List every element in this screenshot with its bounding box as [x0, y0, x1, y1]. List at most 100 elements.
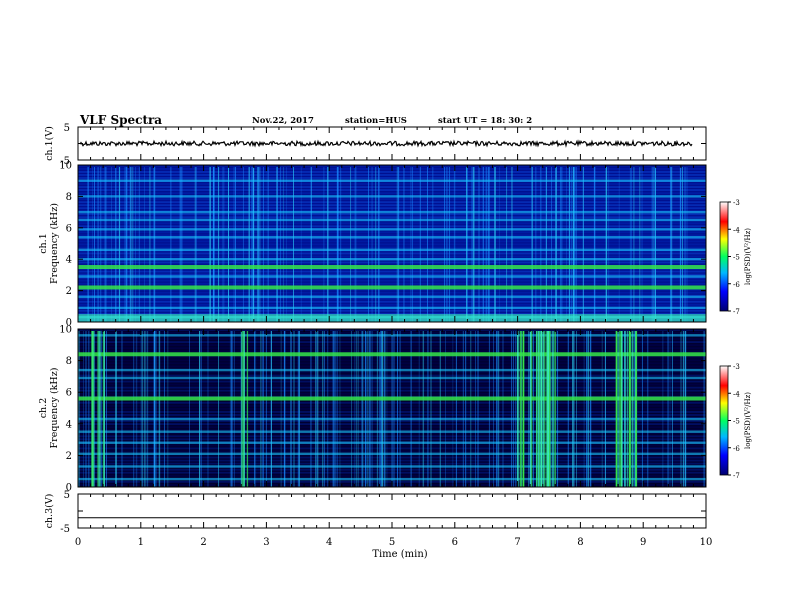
y-tick-label: 5 [64, 123, 70, 134]
noise-row [78, 204, 706, 207]
waveform-trace [79, 139, 693, 148]
x-tick-label: 3 [263, 537, 269, 548]
frequency-band [78, 275, 706, 278]
x-tick-label: 9 [640, 537, 646, 548]
colorbar-tick-label: -7 [733, 472, 740, 480]
frequency-band [78, 306, 706, 310]
noise-row [78, 261, 706, 264]
y-tick-label: 2 [66, 451, 72, 462]
y-axis-label: ch.1 [38, 233, 49, 254]
colorbar-label: log(PSD)(V²/Hz) [744, 228, 752, 285]
noise-row [78, 246, 706, 249]
frequency-band [78, 265, 706, 270]
noise-row [78, 374, 706, 377]
noise-row [78, 420, 706, 422]
noise-row [78, 279, 706, 282]
colorbar-tick-label: -4 [733, 390, 740, 398]
y-tick-label: -5 [60, 156, 70, 167]
frequency-band [78, 236, 706, 239]
x-tick-label: 8 [577, 537, 583, 548]
date-label: Nov.22, 2017 [252, 116, 314, 126]
y-tick-label: 6 [66, 223, 72, 234]
y-tick-label: 6 [66, 388, 72, 399]
station-label: station=HUS [345, 116, 407, 126]
figure-title: VLF Spectra [80, 113, 163, 127]
frequency-band [78, 285, 706, 290]
frequency-band [78, 352, 706, 357]
noise-row [78, 429, 706, 432]
noise-row [78, 303, 706, 306]
noise-row [78, 362, 706, 365]
frequency-band [78, 228, 706, 231]
noise-row [78, 414, 706, 416]
noise-row [78, 344, 706, 347]
noise-row [78, 426, 706, 429]
colorbar-tick-label: -5 [733, 418, 740, 426]
noise-row [78, 444, 706, 447]
frequency-band [78, 334, 706, 337]
noise-row [78, 288, 706, 291]
noise-row [78, 255, 706, 258]
frequency-band [78, 210, 706, 214]
noise-row [78, 471, 706, 474]
noise-row [78, 462, 706, 465]
colorbar-tick-label: -4 [733, 226, 740, 234]
noise-row [78, 252, 706, 255]
x-tick-label: 7 [514, 537, 520, 548]
noise-row [78, 365, 706, 368]
frequency-band [78, 368, 706, 372]
x-tick-label: 10 [700, 537, 713, 548]
noise-row [78, 231, 706, 234]
noise-row [78, 216, 706, 219]
y-axis-label: Frequency (kHz) [49, 203, 60, 284]
noise-row [78, 359, 706, 362]
noise-row [78, 432, 706, 435]
noise-row [78, 225, 706, 228]
noise-row [78, 408, 706, 410]
noise-row [78, 341, 706, 343]
noise-row [78, 468, 706, 471]
y-tick-label: 4 [66, 419, 72, 430]
noise-row [78, 423, 706, 426]
noise-row [78, 186, 706, 188]
noise-row [78, 177, 706, 179]
colorbar [719, 201, 729, 312]
noise-row [78, 243, 706, 246]
noise-row [78, 401, 706, 404]
y-tick-label: 8 [66, 356, 72, 367]
y-tick-label: -5 [60, 524, 70, 535]
noise-row [78, 438, 706, 441]
noise-row [78, 222, 706, 225]
noise-row [78, 404, 706, 407]
noise-row [78, 201, 706, 204]
frequency-band [78, 295, 706, 299]
frequency-band [78, 179, 706, 182]
noise-row [78, 300, 706, 303]
noise-row [78, 171, 706, 173]
frequency-band [78, 465, 706, 468]
noise-row [78, 240, 706, 243]
noise-row [78, 198, 706, 201]
noise-row [78, 282, 706, 285]
noise-row [78, 192, 706, 194]
noise-row [78, 383, 706, 386]
start-time-label: start UT = 18: 30: 2 [438, 116, 533, 126]
noise-row [78, 380, 706, 383]
x-axis-label: Time (min) [372, 549, 427, 560]
frequency-band [78, 376, 706, 380]
colorbar-tick-label: -3 [733, 363, 740, 371]
noise-row [78, 297, 706, 300]
noise-row [78, 234, 706, 237]
noise-row [78, 411, 706, 413]
y-axis-label: ch.1(V) [44, 126, 55, 161]
y-tick-label: 10 [59, 161, 72, 172]
x-tick-label: 2 [200, 537, 206, 548]
noise-row [78, 447, 706, 450]
ch1-spectrogram-panel: -3 -4 -5 -6 -7 log(PSD)(V²/Hz) [77, 164, 752, 323]
frequency-band [78, 477, 706, 481]
y-tick-label: 5 [64, 490, 70, 501]
noise-row [78, 450, 706, 453]
colorbar-tick-label: -6 [733, 281, 740, 289]
